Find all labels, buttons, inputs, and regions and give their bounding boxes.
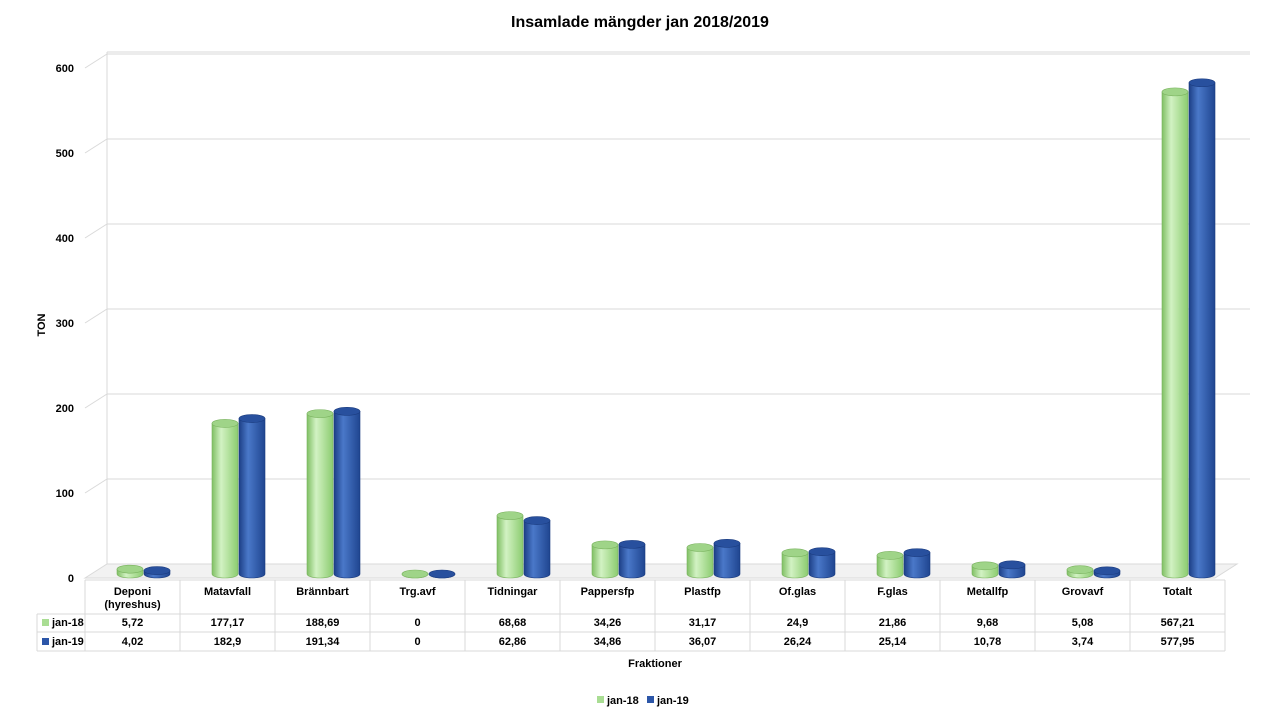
legend-swatch: [597, 696, 604, 703]
bar-jan19: [1093, 566, 1121, 579]
table-cell-value: 62,86: [499, 636, 527, 648]
table-cell-value: 182,9: [214, 636, 242, 648]
table-cell-value: 34,26: [594, 617, 622, 629]
table-cell-value: 31,17: [689, 617, 717, 629]
table-cell-value: 26,24: [784, 636, 812, 648]
gridline-side: [84, 53, 108, 69]
table-cell-value: 0: [414, 617, 420, 629]
gridline-side: [84, 223, 108, 239]
y-axis-label: TON: [36, 313, 48, 336]
bar-jan18: [781, 548, 809, 579]
y-tick-label: 600: [56, 63, 74, 75]
table-series-name: jan-18: [51, 617, 84, 629]
bar-jan18: [306, 409, 334, 579]
bar-jan19: [523, 516, 551, 579]
table-cell-value: 5,08: [1072, 617, 1093, 629]
bar-jan19: [808, 547, 836, 579]
chart-title: Insamlade mängder jan 2018/2019: [511, 14, 769, 31]
bar-jan19: [1188, 78, 1216, 579]
y-axis-ticks: 0 100 200 300 400 500 600: [56, 63, 74, 585]
category-label: Metallfp: [967, 586, 1009, 598]
bar-jan18: [1161, 87, 1189, 579]
table-cell-value: 34,86: [594, 636, 622, 648]
bar-jan19: [618, 540, 646, 579]
bar-jan19: [903, 548, 931, 579]
y-tick-label: 0: [68, 573, 74, 585]
table-cell-value: 567,21: [1161, 617, 1195, 629]
bar-jan18: [116, 564, 144, 579]
table-series-name: jan-19: [51, 636, 84, 648]
bar-jan19: [713, 539, 741, 579]
bar-jan19: [333, 407, 361, 579]
gridlines: [83, 51, 1250, 579]
category-label: Of.glas: [779, 586, 816, 598]
bar-jan18: [971, 561, 999, 579]
table-cell-value: 3,74: [1072, 636, 1094, 648]
floor: [83, 563, 1239, 579]
y-tick-label: 200: [56, 403, 74, 415]
legend-swatch: [647, 696, 654, 703]
table-cell-value: 21,86: [879, 617, 907, 629]
table-cell-value: 4,02: [122, 636, 143, 648]
table-cell-value: 9,68: [977, 617, 998, 629]
bar-jan18: [211, 419, 239, 579]
table-legend-key: [42, 619, 49, 626]
category-label: Trg.avf: [399, 586, 435, 598]
table-cell-value: 177,17: [211, 617, 245, 629]
y-tick-label: 400: [56, 233, 74, 245]
category-label: Matavfall: [204, 586, 251, 598]
category-label: Grovavf: [1062, 586, 1104, 598]
bar-jan18: [591, 540, 619, 579]
y-tick-label: 500: [56, 148, 74, 160]
data-table: Deponi (hyreshus) Matavfall Brännbart Trg.av…: [36, 579, 1226, 652]
bar-jan18: [496, 511, 524, 579]
bar-jan18: [1066, 565, 1094, 579]
table-cell-value: 0: [414, 636, 420, 648]
category-label: Brännbart: [296, 586, 349, 598]
table-cell-value: 10,78: [974, 636, 1002, 648]
category-label: Plastfp: [684, 586, 721, 598]
bar-jan19: [238, 414, 266, 579]
table-cell-value: 188,69: [306, 617, 340, 629]
x-axis-label: Fraktioner: [628, 658, 683, 670]
category-label: Deponi (hyreshus): [104, 586, 161, 611]
category-label: Totalt: [1163, 586, 1192, 598]
gridline-side: [84, 308, 108, 324]
gridline-side: [84, 478, 108, 494]
legend: jan-18 jan-19: [597, 695, 689, 707]
category-label: Tidningar: [488, 586, 539, 598]
bar-jan18: [686, 543, 714, 579]
table-cell-value: 24,9: [787, 617, 808, 629]
legend-label: jan-18: [606, 695, 639, 707]
table-cell-value: 191,34: [306, 636, 341, 648]
bar-jan19: [143, 566, 171, 579]
category-label: Pappersfp: [581, 586, 635, 598]
table-legend-key: [42, 638, 49, 645]
legend-label: jan-19: [656, 695, 689, 707]
table-cell-value: 5,72: [122, 617, 143, 629]
table-cell-value: 25,14: [879, 636, 907, 648]
bar-jan19: [998, 560, 1026, 579]
table-cell-value: 577,95: [1161, 636, 1195, 648]
gridline-side: [84, 393, 108, 409]
y-tick-label: 100: [56, 488, 74, 500]
bar-jan18: [876, 551, 904, 579]
bars: [116, 78, 1216, 579]
table-cell-value: 68,68: [499, 617, 527, 629]
bar-jan18: [401, 569, 429, 579]
category-label: F.glas: [877, 586, 908, 598]
y-tick-label: 300: [56, 318, 74, 330]
table-cell-value: 36,07: [689, 636, 717, 648]
bar-jan19: [428, 569, 456, 579]
gridline-side: [84, 138, 108, 154]
